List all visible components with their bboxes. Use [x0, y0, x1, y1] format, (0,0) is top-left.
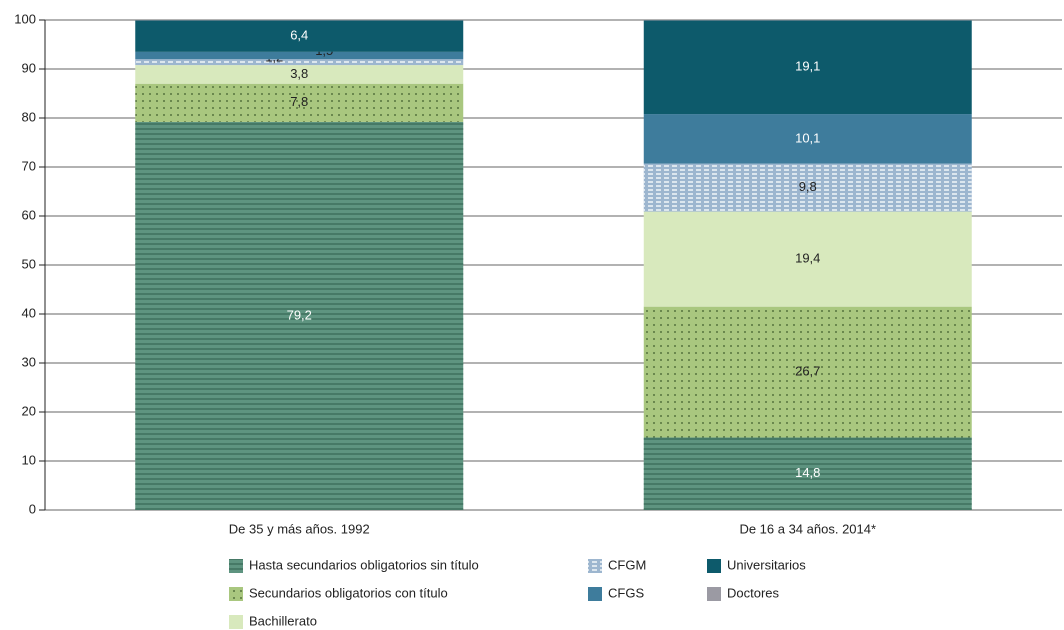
bar-segment [707, 559, 721, 573]
y-tick-label: 60 [22, 207, 36, 222]
y-tick-label: 70 [22, 158, 36, 173]
data-label: 26,7 [795, 364, 820, 379]
bar-pattern [643, 306, 972, 438]
y-tick-label: 20 [22, 403, 36, 418]
x-tick-label: De 35 y más años. 1992 [229, 521, 370, 536]
bar-segment [707, 587, 721, 601]
data-label: 19,4 [795, 251, 820, 266]
bar-segment [643, 114, 972, 164]
y-tick-label: 0 [29, 501, 36, 516]
bar-pattern [229, 587, 243, 601]
data-label: 14,8 [795, 465, 820, 480]
bar-segment [643, 211, 972, 307]
bar-pattern [135, 59, 464, 66]
bar-pattern [135, 121, 464, 511]
bar-segment [588, 587, 602, 601]
bar-pattern [643, 163, 972, 212]
bar-pattern [135, 83, 464, 122]
bar-segment [135, 20, 464, 52]
data-label: 10,1 [795, 130, 820, 145]
legend-label: Secundarios obligatorios con título [249, 585, 448, 600]
bar-segment [135, 51, 464, 60]
y-tick-label: 80 [22, 109, 36, 124]
bar-pattern [229, 559, 243, 573]
bar-pattern [588, 559, 602, 573]
bar-segment [643, 20, 972, 115]
y-tick-label: 50 [22, 256, 36, 271]
data-label: 6,4 [290, 28, 308, 43]
data-label: 9,8 [799, 179, 817, 194]
bar-pattern [643, 437, 972, 510]
y-tick-label: 40 [22, 305, 36, 320]
legend-label: Hasta secundarios obligatorios sin títul… [249, 557, 479, 572]
bar-segment [135, 65, 464, 84]
y-tick-label: 30 [22, 354, 36, 369]
y-tick-label: 10 [22, 452, 36, 467]
legend-label: CFGM [608, 557, 646, 572]
legend-label: CFGS [608, 585, 644, 600]
data-label: 7,8 [290, 94, 308, 109]
y-tick-label: 90 [22, 60, 36, 75]
legend-label: Doctores [727, 585, 780, 600]
data-label: 3,8 [290, 66, 308, 81]
x-tick-label: De 16 a 34 años. 2014* [739, 521, 876, 536]
bar-segment [229, 615, 243, 629]
y-tick-label: 100 [14, 11, 36, 26]
legend-label: Universitarios [727, 557, 806, 572]
data-label: 19,1 [795, 59, 820, 74]
data-label: 79,2 [287, 307, 312, 322]
legend-label: Bachillerato [249, 613, 317, 628]
